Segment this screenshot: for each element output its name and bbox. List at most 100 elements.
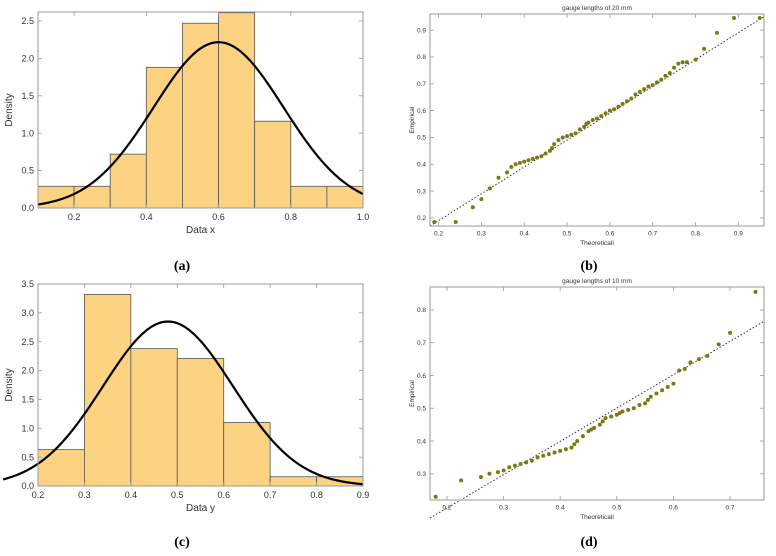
x-tick-label: 0.4 <box>556 505 565 512</box>
histogram-bar <box>145 66 183 209</box>
normal-density-curve <box>2 320 364 486</box>
scatter-point <box>543 151 548 156</box>
scatter-point <box>586 120 591 125</box>
y-tick-label: 0.8 <box>417 307 426 314</box>
reference-line <box>429 320 765 519</box>
scatter-point <box>487 186 492 191</box>
scatter-point <box>629 96 634 101</box>
y-axis-label: Density <box>4 93 15 126</box>
x-tick-label: 0.2 <box>32 490 45 500</box>
scatter-point <box>563 447 568 452</box>
y-axis-label: Empirical <box>409 106 416 133</box>
scatter-point <box>569 132 574 137</box>
scatter-point <box>603 416 608 421</box>
scatter-point <box>552 450 557 455</box>
scatter-point <box>501 468 506 473</box>
scatter-point <box>541 453 546 458</box>
panel-c-density-histogram-y: 0.2 0.3 0.4 0.5 0.6 0.7 0.8 0.9 0.0 0.5 1.0 1.5 2.0 2… <box>2 279 369 550</box>
scatter-point <box>732 16 737 21</box>
scatter-point <box>660 388 665 393</box>
scatter-point <box>592 425 597 430</box>
x-tick-label: 0.3 <box>499 505 508 512</box>
x-tick-label: 0.4 <box>125 490 138 500</box>
histogram-bar <box>73 185 111 209</box>
scatter-point <box>677 368 682 373</box>
scatter-point <box>671 381 676 386</box>
histogram-bar <box>37 449 85 487</box>
scatter-point <box>530 156 535 161</box>
y-tick-label: 0.7 <box>417 81 426 88</box>
y-tick-label: 0.4 <box>417 162 426 169</box>
scatter-point <box>680 60 685 65</box>
panel-caption: (d) <box>580 535 597 550</box>
x-tick-label: 0.6 <box>212 212 225 222</box>
scatter-point <box>646 84 651 89</box>
x-tick-label: 0.5 <box>612 505 621 512</box>
scatter-point <box>728 330 733 335</box>
x-tick-label: 0.6 <box>217 490 230 500</box>
histogram-bar <box>326 185 364 209</box>
panel-d-qq-plot-10mm: gauge lengths of 10 mm 0.2 0.3 0.4 0.5 0.6 0.7… <box>409 278 765 550</box>
x-tick-label: 0.9 <box>734 231 743 238</box>
x-tick-label: 0.8 <box>691 231 700 238</box>
y-tick-label: 0.4 <box>417 438 426 445</box>
y-tick-label: 0.6 <box>417 108 426 115</box>
histogram-bar <box>109 153 147 209</box>
y-tick-label: 0.5 <box>417 135 426 142</box>
scatter-point <box>550 146 555 151</box>
scatter-point <box>663 73 668 78</box>
reference-line <box>429 16 765 227</box>
scatter-point <box>665 384 670 389</box>
y-tick-label: 0.0 <box>21 203 34 213</box>
plot-frame <box>429 286 765 501</box>
scatter-point <box>459 478 464 483</box>
scatter-point <box>577 127 582 132</box>
x-tick-label: 0.2 <box>434 231 443 238</box>
scatter-point <box>597 422 602 427</box>
x-tick-label: 0.8 <box>310 490 323 500</box>
y-tick-label: 1.5 <box>21 91 34 101</box>
y-tick-label: 0.8 <box>417 54 426 61</box>
scatter-point <box>599 113 604 118</box>
scatter-point <box>716 342 721 347</box>
y-tick-label: 0.5 <box>417 406 426 413</box>
y-tick-label: 2.0 <box>21 366 34 376</box>
scatter-point <box>631 406 636 411</box>
y-axis-label: Empirical <box>409 380 416 407</box>
y-tick-label: 0.5 <box>21 166 34 176</box>
scatter-point <box>529 458 534 463</box>
scatter-point <box>526 158 531 163</box>
scatter-point <box>705 353 710 358</box>
scatter-point <box>650 83 655 88</box>
scatter-point <box>693 57 698 62</box>
y-tick-label: 3.5 <box>21 279 34 289</box>
scatter-point <box>522 159 527 164</box>
x-tick-label: 1.0 <box>357 212 370 222</box>
scatter-point <box>433 494 438 499</box>
scatter-point <box>603 111 608 116</box>
x-tick-label: 0.4 <box>140 212 153 222</box>
histogram-bar <box>84 293 132 487</box>
scatter-point <box>676 61 681 66</box>
y-axis-label: Density <box>4 368 15 401</box>
scatter-point <box>654 80 659 85</box>
scatter-point <box>512 463 517 468</box>
scatter-point <box>648 394 653 399</box>
y-tick-label: 0.7 <box>417 340 426 347</box>
x-tick-label: 0.6 <box>605 231 614 238</box>
scatter-point <box>552 142 557 147</box>
y-tick-label: 0.5 <box>21 452 34 462</box>
x-axis-label: Theoreticall <box>580 514 614 521</box>
scatter-point <box>626 407 631 412</box>
normal-density-curve <box>37 41 364 206</box>
scatter-point <box>654 391 659 396</box>
scatter-point <box>684 60 689 65</box>
x-axis-label: Data y <box>186 503 215 514</box>
x-tick-label: 0.6 <box>669 505 678 512</box>
scatter-point <box>507 465 512 470</box>
scatter-point <box>616 104 621 109</box>
y-tick-label: 2.5 <box>21 16 34 26</box>
plot-frame <box>37 11 364 209</box>
scatter-point <box>496 175 501 180</box>
